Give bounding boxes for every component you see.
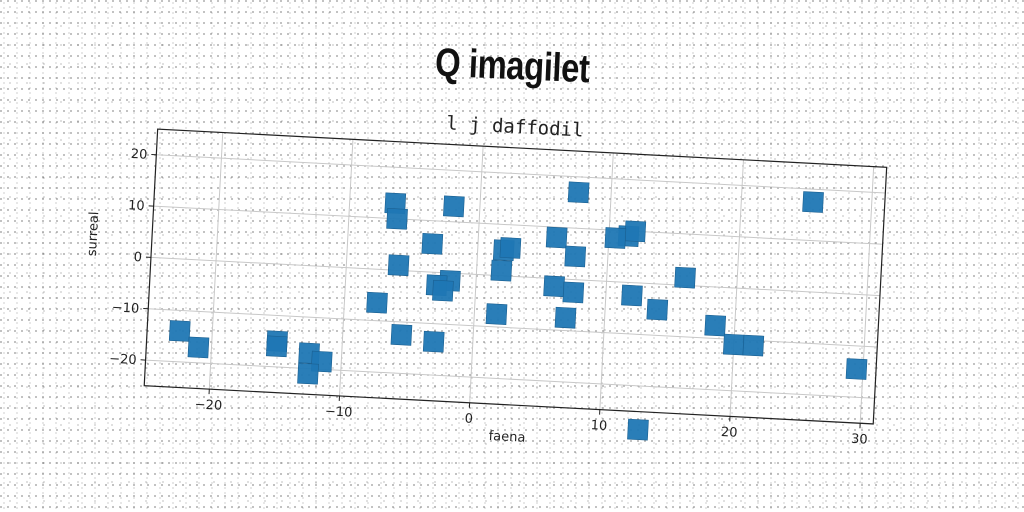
- data-point: [567, 181, 590, 204]
- x-tick-label: −20: [194, 397, 222, 413]
- y-tick-label: −10: [111, 300, 139, 316]
- tick-marks: −20 −10 0 10 20 30 −20 −10 0 10 20: [109, 147, 868, 448]
- data-point: [421, 233, 444, 255]
- data-point: [545, 226, 568, 249]
- data-point: [562, 281, 585, 304]
- data-point: [168, 320, 191, 342]
- data-point: [845, 358, 868, 380]
- data-point: [564, 245, 587, 268]
- data-point: [554, 306, 577, 329]
- x-tick-label: 30: [851, 432, 868, 448]
- y-tick-label: 20: [130, 147, 147, 163]
- data-point: [722, 333, 745, 356]
- data-point: [674, 266, 696, 289]
- y-grid-line: [153, 205, 883, 245]
- data-point: [490, 259, 513, 282]
- data-point: [604, 227, 627, 249]
- x-tick-label: −10: [325, 404, 353, 420]
- y-tick-label: 10: [128, 198, 145, 214]
- data-points: [168, 181, 868, 441]
- data-point: [646, 298, 669, 321]
- data-point: [422, 330, 445, 353]
- data-point: [386, 208, 408, 230]
- y-grid-line: [150, 256, 880, 297]
- plot-area: −20 −10 0 10 20 30 −20 −10 0 10 20 faena surreal: [85, 128, 888, 448]
- x-axis-label: faena: [488, 429, 525, 446]
- data-point: [265, 335, 288, 358]
- y-grid-line: [145, 359, 875, 399]
- data-point: [499, 237, 522, 259]
- chart-subtitle: l j daffodil: [446, 112, 584, 141]
- y-tick-label: −20: [109, 352, 137, 368]
- y-grid-line: [156, 154, 886, 194]
- y-tick-label: 0: [133, 250, 142, 265]
- data-point: [297, 362, 319, 385]
- x-tick-label: 20: [721, 425, 738, 441]
- data-point: [627, 418, 649, 441]
- data-point: [802, 191, 824, 213]
- data-point: [485, 303, 508, 325]
- data-point: [742, 334, 765, 357]
- data-point: [390, 324, 413, 346]
- data-point: [387, 254, 410, 277]
- data-point: [443, 195, 465, 218]
- y-grid-line: [148, 308, 878, 348]
- x-tick-label: 0: [464, 412, 473, 427]
- data-point: [704, 314, 727, 337]
- y-axis-label: surreal: [85, 211, 102, 256]
- data-point: [624, 220, 647, 243]
- data-point: [432, 279, 454, 302]
- grid-lines: [145, 132, 886, 424]
- data-point: [543, 275, 565, 298]
- data-point: [621, 284, 643, 307]
- x-tick-label: 10: [590, 418, 607, 434]
- data-point: [187, 336, 210, 359]
- data-point: [366, 291, 388, 314]
